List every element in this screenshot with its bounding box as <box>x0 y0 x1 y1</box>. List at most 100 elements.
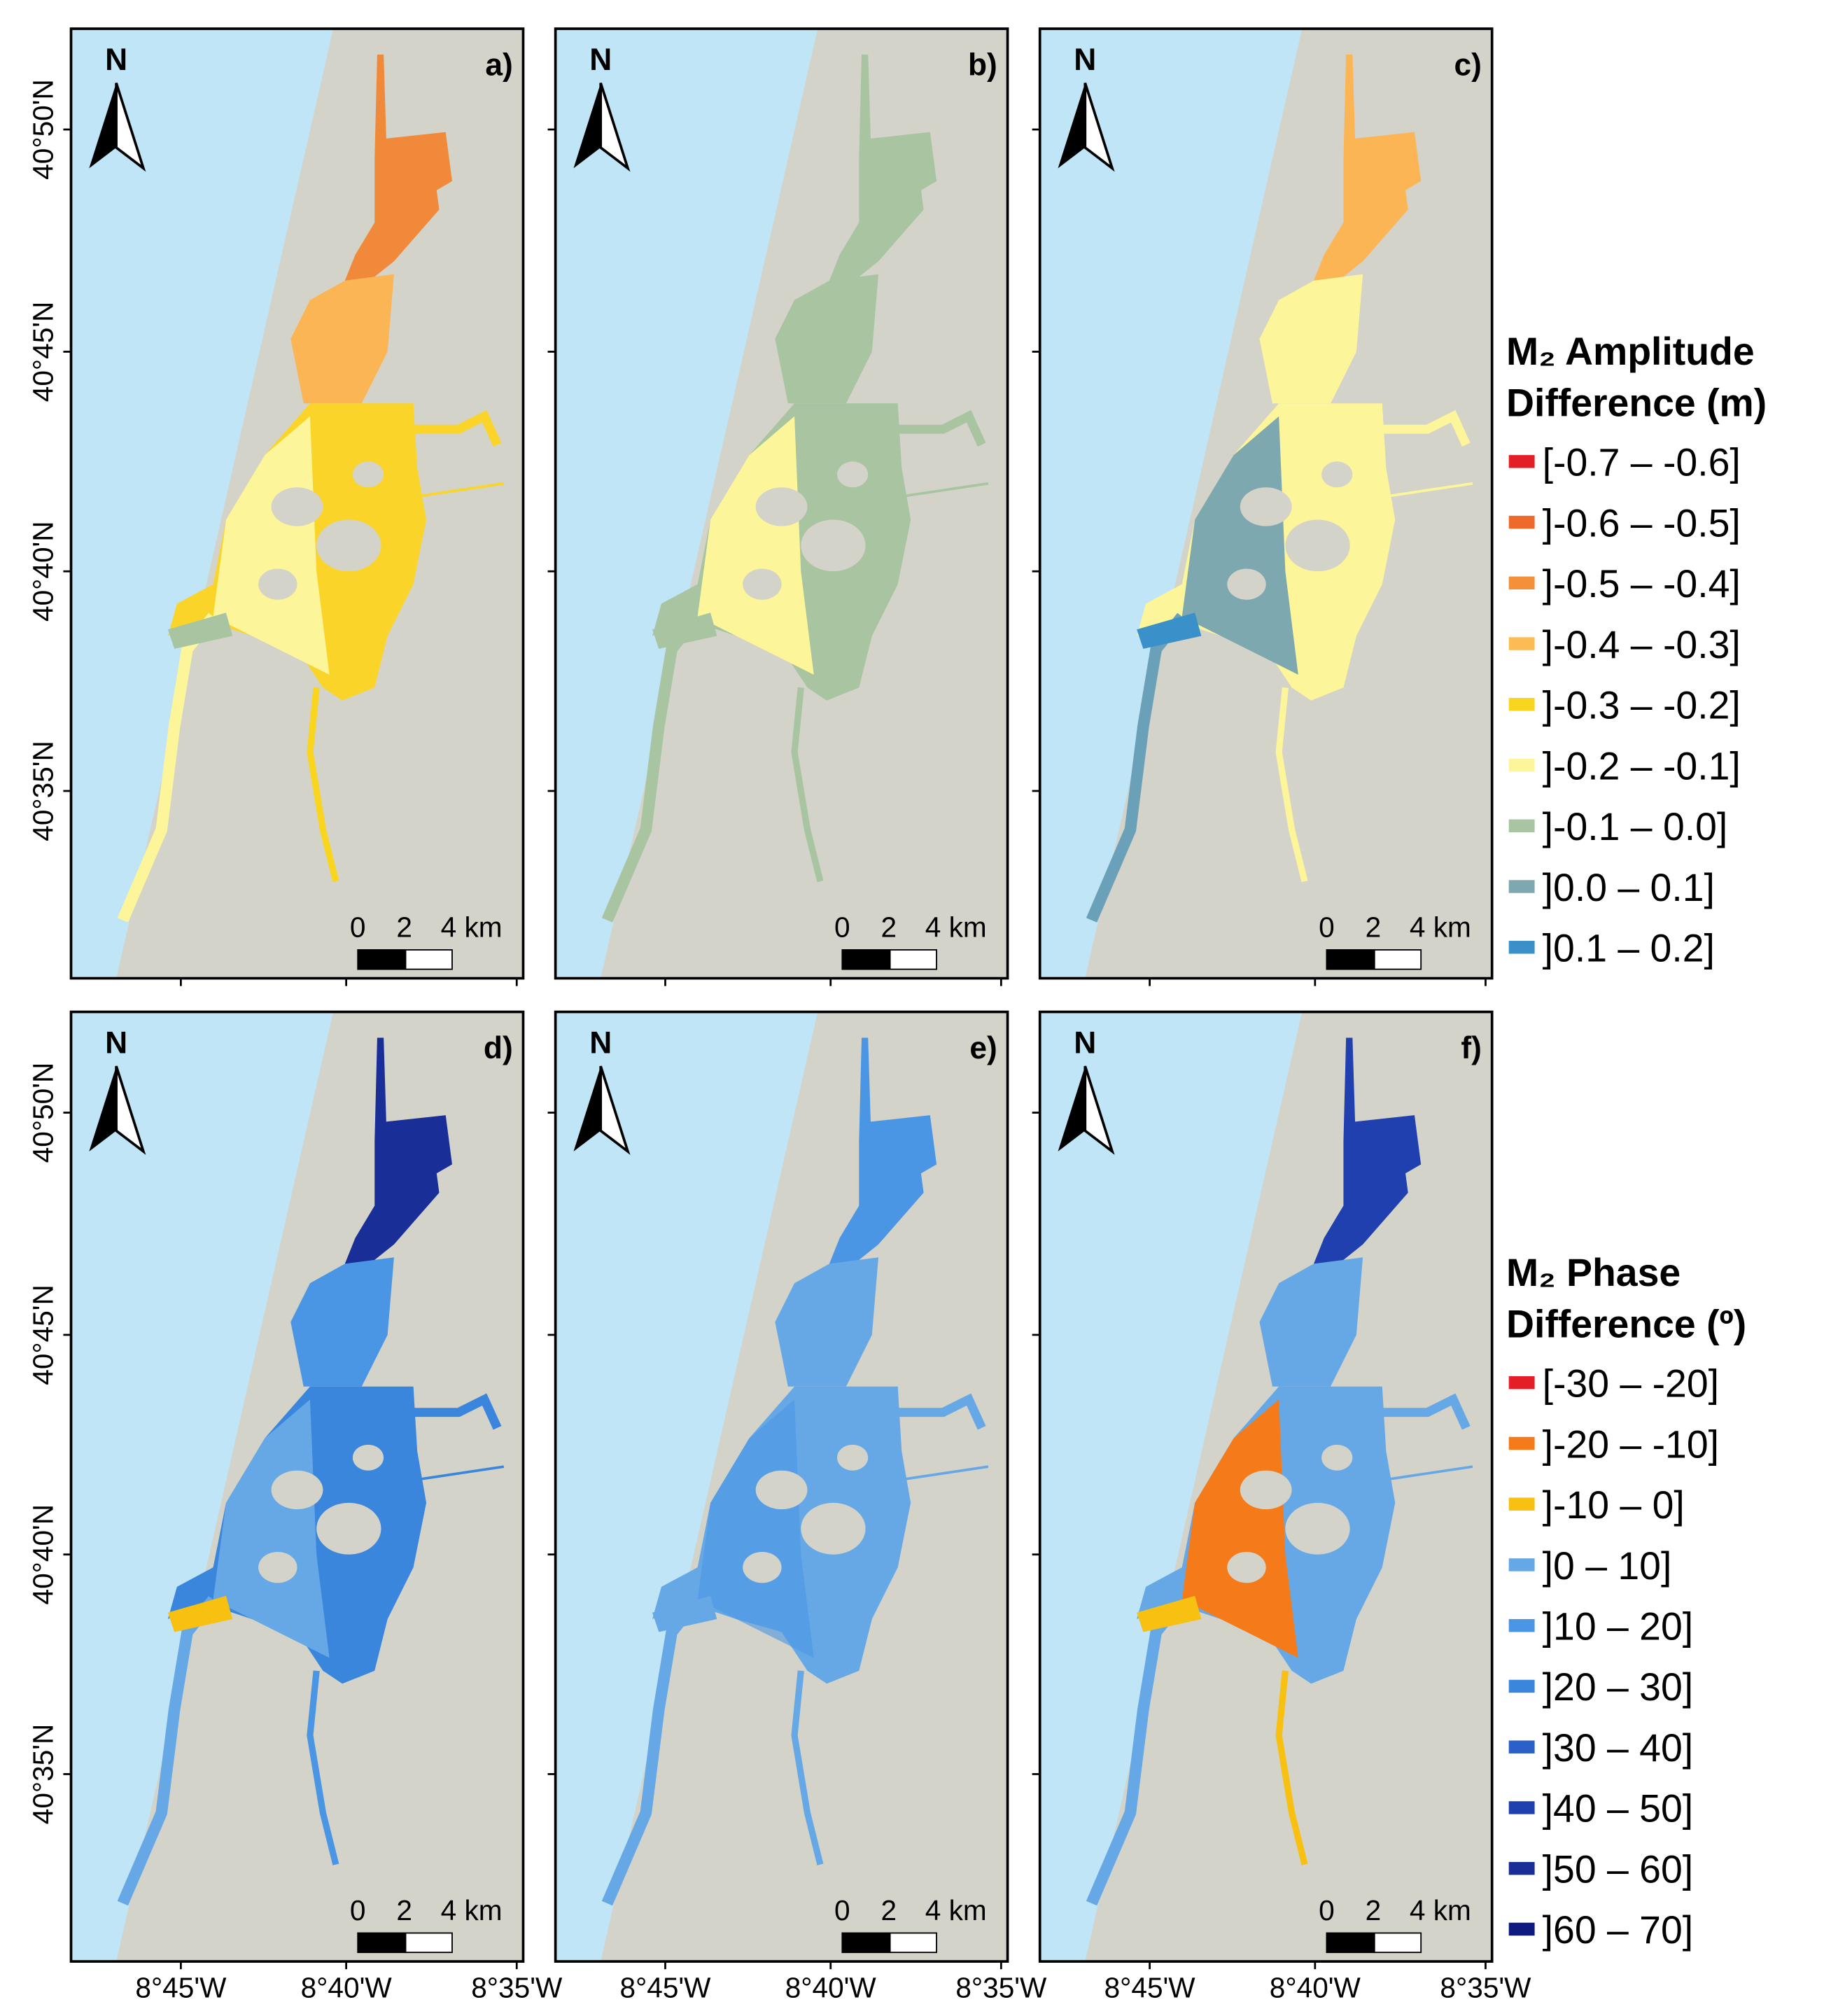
east-arm <box>1382 410 1471 447</box>
lagoon-north <box>829 54 937 288</box>
legend-swatch <box>1508 880 1535 893</box>
scale-bar-white <box>1373 949 1422 970</box>
scale-bar-black <box>357 1932 407 1954</box>
scale-label: 2 <box>1366 1894 1382 1926</box>
map-panel: d) N 0 2 4 km 40°50'N 40°45'N 40°40'N 40°35'N 8°4… <box>27 1010 563 2004</box>
lagoon-neck <box>290 1257 394 1387</box>
island <box>316 1502 381 1555</box>
island <box>1285 1502 1350 1555</box>
legend: M₂ Phase Difference (º) [-30 – -20]]-20 – … <box>1506 1251 1746 1952</box>
scale-label: 2 <box>881 911 897 943</box>
lon-label: 8°45'W <box>619 1972 711 2004</box>
north-arrow-right <box>599 1065 631 1155</box>
lagoon-west <box>1181 1399 1298 1658</box>
legend: M₂ Amplitude Difference (m) [-0.7 – -0.6]]… <box>1506 330 1767 970</box>
lat-label: 40°45'N <box>27 302 59 402</box>
north-arrow-left <box>89 1066 117 1152</box>
legend-swatch <box>1508 1861 1535 1875</box>
east-arm <box>897 1393 986 1430</box>
scale-label: 0 <box>1319 911 1335 943</box>
north-label: N <box>1074 43 1096 77</box>
island <box>1240 487 1292 526</box>
lagoon-west <box>213 416 330 675</box>
north-arrow-left <box>89 83 117 169</box>
island <box>1321 461 1353 488</box>
lagoon-neck <box>290 274 394 404</box>
legend-label: ]60 – 70] <box>1543 1908 1693 1952</box>
scale-label: 0 <box>834 1894 850 1926</box>
island <box>836 461 869 488</box>
legend-swatch <box>1508 1801 1535 1814</box>
south-channel <box>791 1670 824 1865</box>
island <box>258 1552 297 1583</box>
lagoon-north <box>344 1037 452 1270</box>
legend-title: M₂ Phase <box>1506 1251 1681 1294</box>
island <box>801 519 866 572</box>
east-channel <box>416 1465 505 1481</box>
south-channel <box>307 687 339 883</box>
legend-swatch <box>1508 576 1535 590</box>
south-channel <box>307 1670 339 1865</box>
lon-label: 8°40'W <box>301 1972 393 2004</box>
map-panel: c) N 0 2 4 km <box>1032 27 1494 986</box>
panel-frame <box>554 1010 1009 1963</box>
north-arrow-right <box>1083 1065 1115 1155</box>
panel-label: b) <box>968 48 997 82</box>
scale-bar-white <box>889 1932 937 1954</box>
lagoon-neck <box>1259 274 1363 404</box>
legend-title: Difference (º) <box>1506 1303 1746 1346</box>
map-panel: a) N 0 2 4 km 40°50'N 40°45'N 40°40'N 40°35'N <box>27 27 525 986</box>
east-channel <box>901 1465 989 1481</box>
scale-bar-white <box>405 949 453 970</box>
scale-label: 4 km <box>441 911 503 943</box>
legend-label: ]0.1 – 0.2] <box>1543 927 1715 970</box>
island <box>352 461 384 488</box>
legend-swatch <box>1508 819 1535 832</box>
island <box>755 487 808 526</box>
island <box>743 1552 782 1583</box>
scale-bar-black <box>841 1932 891 1954</box>
scale-label: 4 km <box>1410 1894 1471 1926</box>
scale-label: 0 <box>350 911 366 943</box>
north-label: N <box>589 43 612 77</box>
legend-label: ]20 – 30] <box>1543 1665 1693 1709</box>
legend-title: Difference (m) <box>1506 382 1767 425</box>
legend-swatch <box>1508 1679 1535 1693</box>
east-arm <box>413 410 502 447</box>
scale-label: 2 <box>1366 911 1382 943</box>
lagoon-north <box>344 54 452 288</box>
island <box>1321 1444 1353 1471</box>
lat-label: 40°35'N <box>27 1724 59 1825</box>
panel-label: d) <box>484 1031 513 1065</box>
island <box>1240 1470 1292 1510</box>
legend-label: ]-10 – 0] <box>1543 1483 1685 1527</box>
legend-swatch <box>1508 698 1535 711</box>
lon-label: 8°35'W <box>471 1972 563 2004</box>
legend-label: ]-0.4 – -0.3] <box>1543 623 1741 666</box>
ocean <box>71 1011 334 1962</box>
east-arm <box>1382 1393 1471 1430</box>
legend-label: ]40 – 50] <box>1543 1787 1693 1830</box>
scale-label: 4 km <box>925 911 987 943</box>
ocean <box>555 29 818 979</box>
scale-label: 4 km <box>925 1894 987 1926</box>
lon-label: 8°35'W <box>955 1972 1047 2004</box>
scale-label: 4 km <box>1410 911 1471 943</box>
legend-label: ]0 – 10] <box>1543 1544 1672 1588</box>
island <box>755 1470 808 1510</box>
lagoon-neck <box>1259 1257 1363 1387</box>
legend-swatch <box>1508 1436 1535 1450</box>
map-panel: b) N 0 2 4 km <box>547 27 1009 986</box>
inlet <box>167 1595 233 1632</box>
lat-label: 40°35'N <box>27 741 59 841</box>
panel-frame <box>1038 1010 1494 1963</box>
island <box>836 1444 869 1471</box>
lon-label: 8°35'W <box>1440 1972 1531 2004</box>
island <box>271 487 323 526</box>
island <box>1227 1552 1266 1583</box>
lon-label: 8°45'W <box>135 1972 227 2004</box>
panel-label: a) <box>485 48 512 82</box>
lat-label: 40°50'N <box>27 79 59 180</box>
north-arrow-left <box>573 83 601 169</box>
